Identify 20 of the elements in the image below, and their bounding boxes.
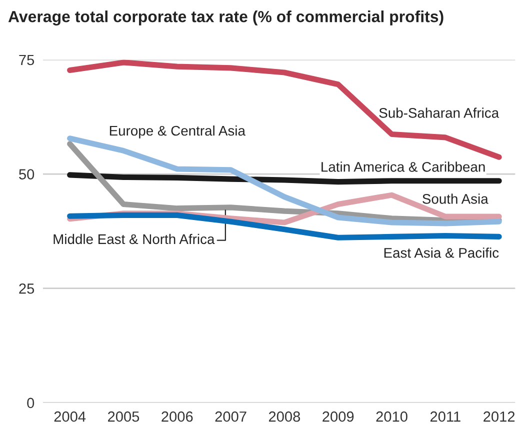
x-tick-label: 2007	[215, 411, 246, 422]
x-tick-label: 2011	[430, 411, 460, 422]
x-tick-label: 2006	[162, 411, 193, 422]
series-label: Europe & Central Asia	[110, 125, 246, 138]
x-tick-label: 2008	[268, 411, 300, 422]
series-label: Middle East & North Africa	[54, 234, 215, 244]
y-tick-label: 25	[19, 283, 34, 294]
y-tick-label: 75	[19, 54, 34, 66]
x-tick-label: 2012	[484, 411, 515, 422]
x-tick-label: 2004	[54, 411, 86, 422]
y-tick-label: 0	[27, 398, 34, 408]
x-tick-label: 2005	[108, 411, 140, 422]
series-label: Latin America & Caribbean	[322, 162, 485, 172]
series-label: East Asia & Pacific	[384, 248, 499, 258]
series-label: South Asia	[422, 194, 488, 204]
chart-title: Average total corporate tax rate (% of commercial profits)	[8, 10, 444, 26]
y-tick-label: 50	[19, 169, 34, 180]
x-tick-label: 2010	[376, 411, 408, 422]
x-tick-label: 2009	[322, 411, 354, 422]
series-label: Sub-Saharan Africa	[379, 108, 500, 118]
